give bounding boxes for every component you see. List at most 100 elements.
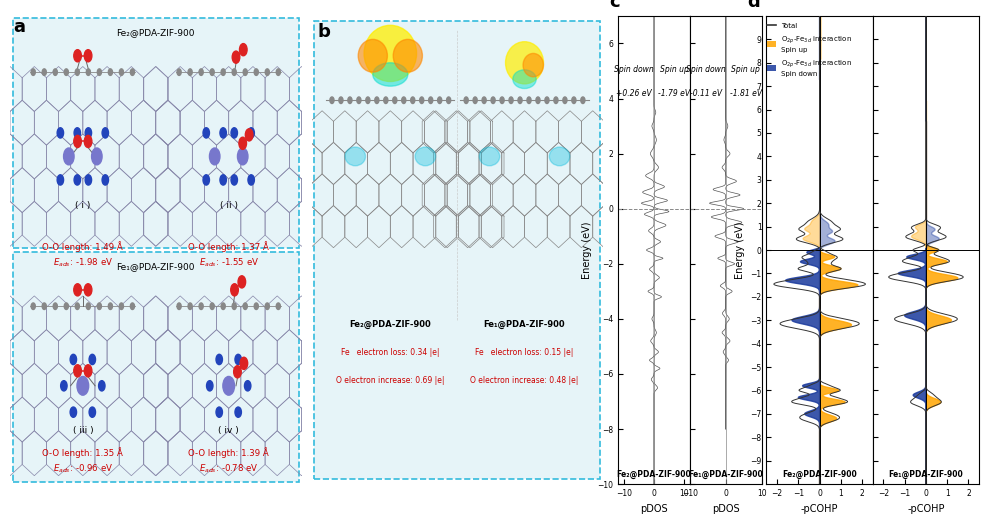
Circle shape [492, 97, 495, 104]
Text: ( i ): ( i ) [75, 201, 91, 210]
Circle shape [203, 175, 210, 185]
Circle shape [348, 97, 352, 104]
Text: Fe₂@PDA-ZIF-900: Fe₂@PDA-ZIF-900 [616, 470, 691, 479]
Circle shape [177, 303, 181, 310]
Circle shape [248, 175, 254, 185]
Circle shape [419, 97, 423, 104]
Circle shape [53, 303, 57, 310]
Circle shape [75, 303, 79, 310]
Circle shape [63, 148, 74, 165]
Circle shape [239, 44, 247, 56]
Ellipse shape [549, 147, 570, 166]
Circle shape [339, 97, 343, 104]
Circle shape [563, 97, 567, 104]
Circle shape [70, 354, 76, 364]
Circle shape [32, 303, 36, 310]
Circle shape [85, 128, 92, 138]
Circle shape [210, 69, 215, 76]
Text: ( iv ): ( iv ) [219, 426, 239, 435]
Text: -1.79 eV: -1.79 eV [658, 88, 690, 97]
Text: Fe₂@PDA-ZIF-900: Fe₂@PDA-ZIF-900 [782, 470, 857, 479]
Circle shape [188, 69, 192, 76]
Text: Spin up: Spin up [731, 65, 761, 74]
Circle shape [237, 148, 248, 165]
Circle shape [74, 365, 81, 377]
Text: O-O length: 1.35 Å
$E_{ads}$: -0.96 eV: O-O length: 1.35 Å $E_{ads}$: -0.96 eV [43, 447, 124, 475]
Circle shape [572, 97, 576, 104]
Circle shape [235, 354, 241, 364]
Y-axis label: Energy (eV): Energy (eV) [735, 221, 745, 279]
Circle shape [357, 97, 361, 104]
Ellipse shape [364, 26, 416, 81]
Circle shape [57, 175, 63, 185]
Circle shape [199, 69, 203, 76]
Text: O-O length: 1.49 Å
$E_{ads}$: -1.98 eV: O-O length: 1.49 Å $E_{ads}$: -1.98 eV [43, 240, 124, 269]
Circle shape [43, 69, 46, 76]
Text: O electron increase: 0.69 |e|: O electron increase: 0.69 |e| [336, 377, 445, 386]
Text: Spin down: Spin down [614, 65, 654, 74]
Circle shape [238, 276, 245, 288]
Circle shape [428, 97, 433, 104]
FancyBboxPatch shape [13, 18, 299, 248]
Circle shape [482, 97, 487, 104]
Ellipse shape [505, 41, 544, 84]
Legend: Total, O$_{2p}$-Fe$_{3d}$ interaction
Spin up, O$_{2p}$-Fe$_{3d}$ interaction
Sp: Total, O$_{2p}$-Fe$_{3d}$ interaction Sp… [764, 20, 854, 80]
Circle shape [243, 69, 247, 76]
Circle shape [254, 69, 258, 76]
Circle shape [536, 97, 540, 104]
Text: Spin up: Spin up [660, 65, 688, 74]
Circle shape [554, 97, 558, 104]
FancyBboxPatch shape [315, 21, 600, 479]
Circle shape [216, 354, 223, 364]
Text: a: a [13, 18, 25, 36]
Circle shape [84, 284, 92, 296]
Circle shape [207, 381, 213, 391]
Text: Fe₁@PDA-ZIF-900: Fe₁@PDA-ZIF-900 [688, 470, 764, 479]
Circle shape [74, 49, 81, 62]
Circle shape [240, 358, 247, 369]
Circle shape [109, 303, 113, 310]
Circle shape [244, 381, 251, 391]
Circle shape [92, 148, 102, 165]
Circle shape [64, 303, 68, 310]
Text: Fe   electron loss: 0.34 |e|: Fe electron loss: 0.34 |e| [341, 348, 439, 358]
Circle shape [120, 303, 124, 310]
Circle shape [245, 129, 253, 141]
Circle shape [199, 303, 203, 310]
Circle shape [84, 135, 92, 147]
Text: ( iii ): ( iii ) [72, 426, 93, 435]
Ellipse shape [523, 53, 544, 77]
Text: Fe₂@PDA-ZIF-900: Fe₂@PDA-ZIF-900 [117, 28, 195, 37]
Circle shape [254, 303, 258, 310]
Text: d: d [748, 0, 761, 11]
Circle shape [97, 69, 102, 76]
Circle shape [74, 175, 80, 185]
Circle shape [86, 69, 90, 76]
Circle shape [231, 175, 237, 185]
Circle shape [447, 97, 451, 104]
Circle shape [84, 365, 92, 377]
Circle shape [500, 97, 504, 104]
Y-axis label: Energy (eV): Energy (eV) [582, 221, 591, 279]
Circle shape [75, 69, 79, 76]
Circle shape [99, 381, 105, 391]
Circle shape [43, 303, 46, 310]
Circle shape [473, 97, 477, 104]
Circle shape [220, 128, 226, 138]
Circle shape [53, 69, 57, 76]
Circle shape [527, 97, 531, 104]
Circle shape [235, 407, 241, 417]
Text: +0.26 eV: +0.26 eV [616, 88, 652, 97]
Circle shape [402, 97, 405, 104]
Text: Fe₁@PDA-ZIF-900: Fe₁@PDA-ZIF-900 [117, 262, 195, 271]
FancyBboxPatch shape [13, 252, 299, 482]
Text: -1.81 eV: -1.81 eV [730, 88, 762, 97]
Circle shape [131, 69, 135, 76]
Circle shape [393, 97, 397, 104]
Circle shape [216, 407, 223, 417]
Circle shape [203, 128, 210, 138]
Circle shape [220, 175, 226, 185]
Circle shape [330, 97, 334, 104]
Circle shape [509, 97, 513, 104]
Circle shape [518, 97, 522, 104]
